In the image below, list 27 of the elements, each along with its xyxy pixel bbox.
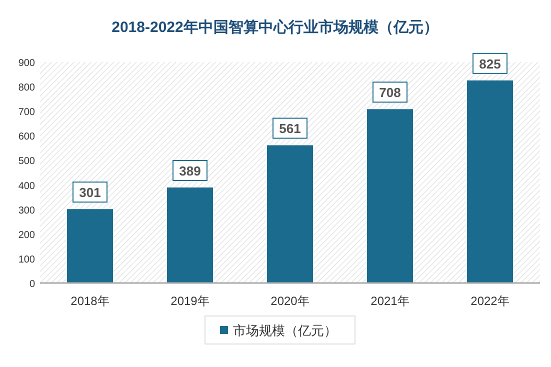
y-tick-label: 600 (18, 132, 36, 143)
y-tick-label: 700 (18, 107, 36, 118)
x-tick-label: 2020年 (270, 294, 310, 308)
legend-label: 市场规模（亿元） (233, 323, 337, 338)
y-tick-label: 400 (18, 180, 36, 192)
y-tick-label: 300 (18, 205, 36, 216)
data-label: 708 (379, 85, 401, 100)
y-tick-label: 500 (18, 156, 36, 168)
data-label: 561 (279, 121, 301, 136)
bar (267, 145, 313, 283)
bar (367, 109, 413, 283)
y-tick-label: 0 (29, 279, 36, 290)
data-label: 389 (179, 163, 201, 178)
y-tick-label: 200 (18, 230, 36, 241)
bar (67, 209, 113, 283)
x-tick-label: 2019年 (170, 294, 210, 308)
x-tick-label: 2022年 (470, 294, 510, 308)
bar (467, 80, 513, 283)
data-label: 301 (79, 185, 101, 200)
bar (167, 187, 213, 283)
data-label: 825 (479, 56, 501, 72)
y-tick-label: 100 (18, 254, 36, 266)
x-tick-label: 2021年 (370, 294, 410, 308)
y-tick-label: 800 (18, 82, 36, 94)
chart-title: 2018-2022年中国智算中心行业市场规模（亿元） (112, 18, 438, 36)
x-tick-label: 2018年 (70, 294, 110, 308)
y-tick-label: 900 (18, 58, 36, 69)
